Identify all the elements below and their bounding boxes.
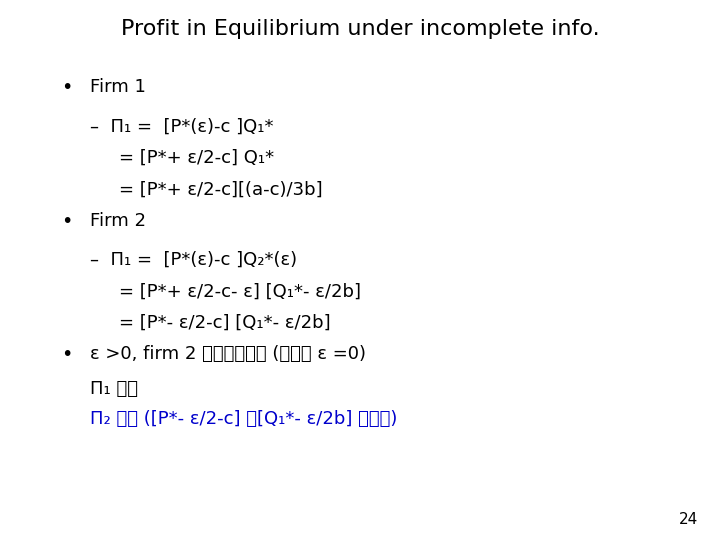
Text: Firm 2: Firm 2 bbox=[90, 212, 146, 230]
Text: –  Π₁ =  [P*(ε)-c ]Q₂*(ε): – Π₁ = [P*(ε)-c ]Q₂*(ε) bbox=[90, 251, 297, 269]
Text: ε >0, firm 2 相對成本較高 (相對於 ε =0): ε >0, firm 2 相對成本較高 (相對於 ε =0) bbox=[90, 345, 366, 363]
Text: •: • bbox=[61, 345, 73, 364]
Text: •: • bbox=[61, 78, 73, 97]
Text: Π₂ 較小 ([P*- ε/2-c] 且[Q₁*- ε/2b] 皆較小): Π₂ 較小 ([P*- ε/2-c] 且[Q₁*- ε/2b] 皆較小) bbox=[90, 410, 397, 428]
Text: = [P*+ ε/2-c][(a-c)/3b]: = [P*+ ε/2-c][(a-c)/3b] bbox=[119, 180, 323, 198]
Text: = [P*+ ε/2-c- ε] [Q₁*- ε/2b]: = [P*+ ε/2-c- ε] [Q₁*- ε/2b] bbox=[119, 282, 361, 300]
Text: 24: 24 bbox=[679, 511, 698, 526]
Text: •: • bbox=[61, 212, 73, 231]
Text: = [P*- ε/2-c] [Q₁*- ε/2b]: = [P*- ε/2-c] [Q₁*- ε/2b] bbox=[119, 314, 330, 332]
Text: Firm 1: Firm 1 bbox=[90, 78, 146, 96]
Text: Profit in Equilibrium under incomplete info.: Profit in Equilibrium under incomplete i… bbox=[121, 19, 599, 39]
Text: = [P*+ ε/2-c] Q₁*: = [P*+ ε/2-c] Q₁* bbox=[119, 149, 274, 167]
Text: –  Π₁ =  [P*(ε)-c ]Q₁*: – Π₁ = [P*(ε)-c ]Q₁* bbox=[90, 118, 274, 136]
Text: Π₁ 較大: Π₁ 較大 bbox=[90, 380, 138, 398]
